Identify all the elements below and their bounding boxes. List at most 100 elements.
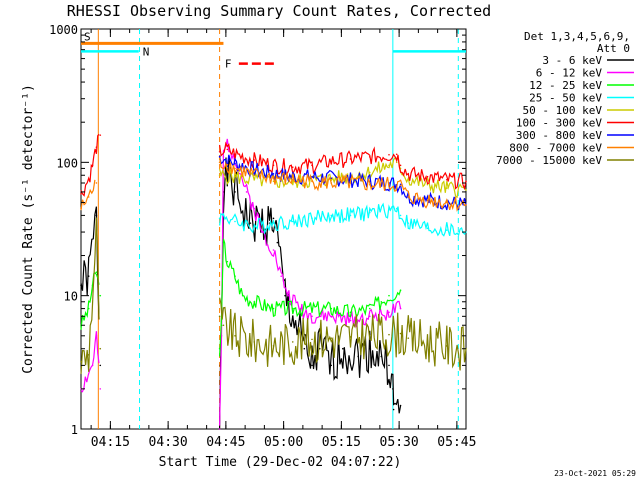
series-point (253, 225, 256, 228)
series-point (234, 162, 236, 165)
series-point (87, 196, 90, 198)
series-point (330, 177, 333, 180)
series-point (426, 227, 429, 230)
legend-entry-label: 12 - 25 keV (529, 79, 602, 92)
series-point (226, 174, 229, 177)
x-tick-label: 04:15 (91, 435, 130, 450)
series-point (291, 180, 294, 183)
x-tick-label: 04:30 (149, 435, 188, 450)
series-point (276, 241, 279, 244)
series-point (272, 222, 275, 224)
series-point (91, 164, 94, 167)
series-point (234, 175, 236, 178)
series-point (291, 341, 294, 343)
series-point (330, 364, 333, 367)
series-point (272, 173, 275, 175)
series-point (330, 307, 333, 310)
series-point (465, 189, 467, 191)
legend-entry-label: 300 - 800 keV (516, 129, 602, 142)
series-point (407, 337, 410, 339)
series-point (445, 201, 448, 204)
series-point (330, 182, 333, 184)
series-point (349, 158, 352, 160)
series-point (253, 300, 256, 303)
legend-entry-label: 7000 - 15000 keV (496, 154, 602, 167)
legend-entry-label: 100 - 300 keV (516, 117, 602, 130)
series-point (388, 294, 390, 297)
series-point (249, 222, 252, 224)
series-point (311, 364, 313, 367)
series-point (226, 142, 229, 144)
series-point (349, 182, 352, 184)
series-point (368, 156, 371, 158)
series-point (465, 204, 467, 206)
legend-entry-label: 25 - 50 keV (529, 92, 602, 105)
series-line (219, 156, 467, 199)
series-point (272, 345, 275, 347)
series-point (349, 319, 352, 322)
series-point (95, 231, 98, 233)
series-point (288, 294, 290, 297)
x-tick-label: 05:45 (437, 435, 476, 450)
series-point (368, 347, 371, 350)
series-point (226, 163, 229, 166)
y-tick-label: 10 (64, 290, 78, 304)
legend-entry-label: 50 - 100 keV (523, 104, 603, 117)
series-point (253, 341, 256, 343)
series-point (80, 360, 82, 363)
series-point (234, 220, 236, 223)
x-tick-label: 04:45 (206, 435, 245, 450)
series-point (426, 175, 429, 178)
y-axis-label: Corrected Count Rate (s⁻¹ detector⁻¹) (21, 84, 36, 374)
series-point (226, 148, 229, 151)
series-point (272, 307, 275, 310)
series-point (87, 354, 90, 356)
series-point (399, 184, 402, 187)
series-point (311, 180, 313, 183)
series-point (380, 355, 383, 358)
series-point (445, 187, 448, 189)
series-point (222, 324, 225, 327)
series-point (218, 161, 221, 164)
series-point (234, 335, 236, 337)
series-point (407, 173, 410, 175)
flag-label: F (225, 58, 232, 71)
series-point (226, 260, 229, 263)
series-point (388, 153, 390, 156)
series-point (388, 311, 390, 314)
flag-label: S (84, 30, 91, 43)
series-point (222, 156, 225, 158)
series-point (303, 347, 306, 350)
series-point (99, 388, 102, 390)
series-point (399, 289, 402, 291)
series-point (426, 341, 429, 343)
series-point (368, 335, 371, 337)
series-line (80, 133, 467, 197)
series-point (245, 191, 248, 193)
series-point (330, 315, 333, 318)
y-tick-label: 1 (71, 423, 78, 437)
series-point (253, 178, 256, 181)
series-point (407, 222, 410, 224)
series-point (272, 217, 275, 220)
flag-bars: S N F (81, 30, 466, 71)
series-point (311, 217, 313, 220)
y-tick-label: 1000 (49, 23, 78, 37)
series-point (291, 307, 294, 310)
series-point (222, 214, 225, 217)
series-point (87, 275, 90, 277)
x-tick-label: 05:00 (264, 435, 303, 450)
series-point (357, 355, 360, 358)
series-point (234, 167, 236, 170)
series-point (368, 183, 371, 186)
series-point (241, 294, 244, 297)
x-tick-label: 05:30 (380, 435, 419, 450)
series-point (311, 315, 313, 318)
series-point (280, 275, 283, 277)
series-point (272, 177, 275, 180)
series-line (80, 138, 402, 426)
series-point (426, 199, 429, 201)
series-point (91, 364, 94, 367)
series-point (368, 307, 371, 310)
